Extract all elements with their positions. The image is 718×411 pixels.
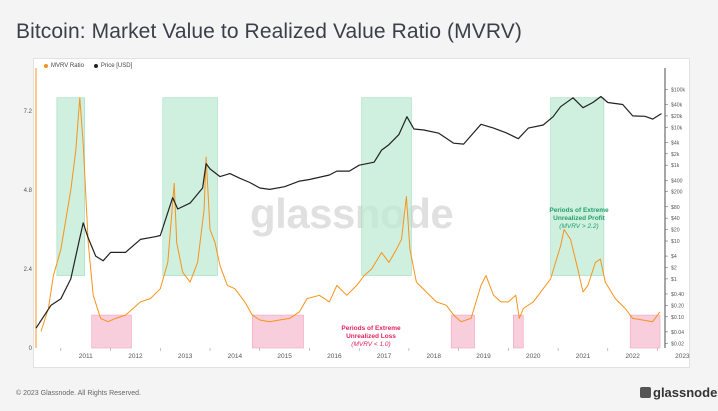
- x-tick-label: 2016: [327, 353, 342, 360]
- mvrv-ratio-line[interactable]: [40, 97, 661, 332]
- x-tick-label: 2013: [178, 353, 193, 360]
- x-tick-label: 2017: [377, 353, 392, 360]
- profit-zone: [550, 97, 605, 276]
- brand-label: glassnode: [653, 385, 718, 400]
- right-tick-label: $0.04: [671, 330, 684, 336]
- right-tick-label: $0.10: [671, 315, 684, 321]
- left-tick-label: 0: [29, 346, 33, 352]
- x-tick-label: 2014: [228, 353, 243, 360]
- x-tick-label: 2012: [128, 353, 143, 360]
- right-tick-label: $80: [671, 205, 680, 211]
- left-tick-label: 4.8: [24, 188, 33, 194]
- x-tick-label: 2015: [277, 353, 292, 360]
- legend-swatch: [93, 64, 98, 68]
- watermark: glassnode: [250, 190, 454, 237]
- right-tick-label: $10k: [671, 125, 683, 131]
- right-tick-label: $0.02: [671, 341, 684, 347]
- legend-label: MVRV Ratio: [51, 63, 84, 69]
- right-tick-label: $10: [671, 239, 680, 245]
- glassnode-icon: [640, 387, 651, 398]
- right-tick-label: $20: [671, 228, 680, 234]
- right-tick-label: $200: [671, 190, 683, 196]
- legend: MVRV Ratio Price [USD]: [44, 63, 132, 69]
- loss-annotation: Unrealized Loss: [346, 333, 396, 340]
- x-tick-label: 2011: [79, 353, 93, 360]
- x-tick-label: 2022: [625, 353, 640, 360]
- right-tick-label: $2k: [671, 152, 680, 158]
- price-line[interactable]: [35, 95, 662, 329]
- loss-zone: [450, 314, 475, 349]
- legend-item-mvrv[interactable]: MVRV Ratio: [44, 63, 84, 69]
- x-tick-label: 2020: [526, 353, 541, 360]
- legend-label: Price [USD]: [100, 63, 133, 69]
- right-tick-label: $20k: [671, 114, 683, 120]
- left-tick-label: 7.2: [24, 109, 33, 115]
- loss-annotation: Periods of Extreme: [341, 325, 401, 332]
- x-tick-label: 2023: [675, 353, 690, 360]
- x-tick-label: 2019: [476, 353, 491, 360]
- loss-annotation: (MVRV < 1.0): [351, 341, 390, 348]
- legend-swatch: [44, 64, 48, 68]
- profit-annotation: Unrealized Profit: [553, 215, 605, 222]
- right-tick-label: $0.20: [671, 303, 684, 309]
- profit-zone: [162, 97, 218, 276]
- profit-annotation: (MVRV > 2.2): [559, 223, 598, 230]
- right-tick-label: $100k: [671, 87, 686, 93]
- left-tick-label: 2.4: [24, 267, 33, 273]
- x-tick-label: 2018: [427, 353, 442, 360]
- glassnode-logo: glassnode: [640, 385, 717, 400]
- right-tick-label: $0.40: [671, 292, 684, 298]
- loss-zone: [513, 314, 524, 349]
- profit-zone: [361, 97, 412, 276]
- page-title: Bitcoin: Market Value to Realized Value …: [16, 20, 522, 43]
- legend-item-price[interactable]: Price [USD]: [93, 63, 133, 69]
- right-tick-label: $40: [671, 216, 680, 222]
- right-tick-label: $2: [671, 265, 677, 271]
- right-tick-label: $400: [671, 178, 683, 184]
- right-tick-label: $1k: [671, 163, 680, 169]
- right-tick-label: $4: [671, 254, 677, 260]
- right-tick-label: $40k: [671, 102, 683, 108]
- right-tick-label: $1: [671, 277, 677, 283]
- copyright-footer: © 2023 Glassnode. All Rights Reserved.: [16, 390, 142, 397]
- x-tick-label: 2021: [576, 353, 591, 360]
- profit-annotation: Periods of Extreme: [549, 207, 609, 214]
- right-tick-label: $4k: [671, 140, 680, 146]
